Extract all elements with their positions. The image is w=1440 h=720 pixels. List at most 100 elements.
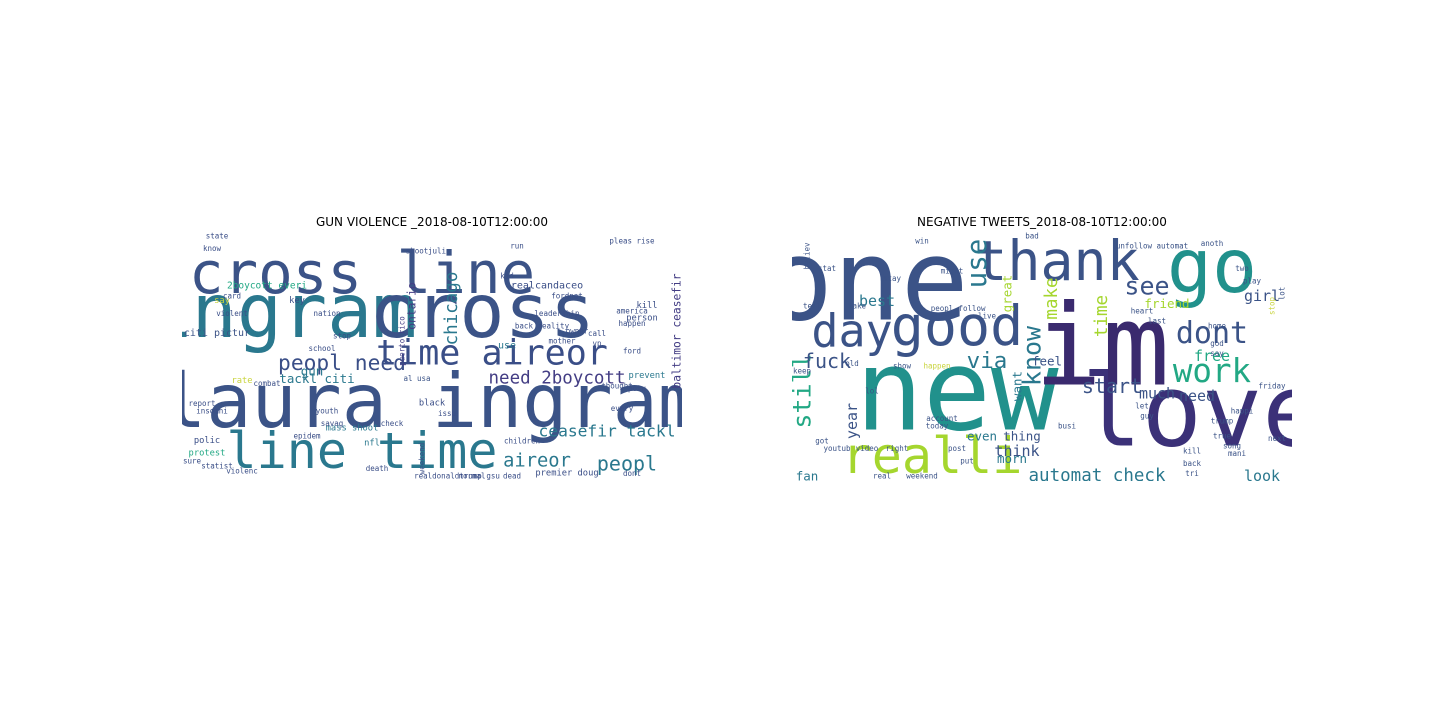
cloud-word: bad xyxy=(1025,232,1039,241)
cloud-word: old xyxy=(845,359,859,368)
wordcloud-negative-tweets: onenewloveimgothankgoodday realli workdont… xyxy=(792,231,1292,481)
cloud-word: time aireor xyxy=(376,334,608,374)
cloud-word: happen xyxy=(923,362,950,371)
cloud-word: pleas rise xyxy=(609,237,655,246)
cloud-word: day xyxy=(811,305,892,358)
cloud-word: realcandaceo xyxy=(511,281,583,292)
cloud-word: need xyxy=(1179,387,1215,405)
cloud-word: nfl xyxy=(364,439,380,449)
cloud-word: last xyxy=(1148,317,1166,326)
cloud-word: look xyxy=(1244,467,1280,481)
cloud-word: lol xyxy=(865,387,879,396)
cloud-word: premier doug xyxy=(535,469,598,479)
cloud-word: say xyxy=(214,296,230,306)
cloud-word: think xyxy=(994,442,1039,460)
cloud-word: put xyxy=(960,457,974,466)
cloud-word: key xyxy=(289,296,305,306)
cloud-word: epidem xyxy=(293,432,321,441)
cloud-word: ford xyxy=(623,347,641,356)
cloud-word: take xyxy=(848,302,867,311)
cloud-word: kill xyxy=(636,301,657,311)
cloud-word: much xyxy=(1139,385,1175,403)
cloud-word: guy xyxy=(1140,412,1154,421)
cloud-word: show xyxy=(893,362,912,371)
cloud-word: one xyxy=(792,231,969,347)
panel-title-negative-tweets: NEGATIVE TWEETS_2018-08-10T12:00:00 xyxy=(917,215,1167,229)
cloud-word: right xyxy=(886,444,909,453)
cloud-word: live xyxy=(978,312,997,321)
cloud-word: trump xyxy=(1211,417,1234,426)
cloud-word: prevent xyxy=(629,371,666,381)
cloud-word: true xyxy=(1213,432,1232,441)
cloud-word: year xyxy=(843,403,861,439)
cloud-word: happen xyxy=(618,319,645,328)
cloud-word: call xyxy=(588,329,606,338)
cloud-word: busi xyxy=(1058,422,1076,431)
cloud-word: line time xyxy=(227,422,498,480)
cloud-word: vp xyxy=(592,339,602,348)
cloud-word: play xyxy=(1243,277,1262,286)
cloud-word: ontario xyxy=(406,282,419,330)
cloud-word: statist xyxy=(201,462,233,471)
cloud-word: children xyxy=(504,437,540,446)
cloud-word: peopl xyxy=(597,452,657,476)
cloud-word: real xyxy=(873,472,891,481)
cloud-word: youtub xyxy=(823,444,851,453)
cloud-word: potu xyxy=(628,384,646,393)
cloud-word: tackl citi xyxy=(279,371,354,386)
cloud-word: tri xyxy=(1185,469,1199,478)
cloud-word: post xyxy=(948,444,966,453)
cloud-word: peopl need xyxy=(278,351,406,376)
cloud-word: kid xyxy=(500,272,514,281)
cloud-word: account xyxy=(926,414,958,423)
cloud-word: good xyxy=(891,294,1023,358)
cloud-word: normal xyxy=(458,472,485,481)
cloud-word: baltimor ceasefir xyxy=(671,273,683,388)
cloud-word: weekend xyxy=(906,472,938,481)
cloud-word: im xyxy=(1034,281,1169,412)
cloud-word: win xyxy=(915,237,929,246)
cloud-word: song xyxy=(1223,442,1241,451)
cloud-word: see xyxy=(1124,272,1169,301)
cloud-word: person xyxy=(626,314,658,324)
cloud-word: realdonaldtrump gsu xyxy=(414,472,500,481)
cloud-word: might xyxy=(941,267,964,276)
cloud-word: aireor xyxy=(503,451,571,472)
cloud-word: make xyxy=(1042,277,1062,319)
cloud-word: juli xyxy=(428,247,446,256)
cloud-word: happi xyxy=(1231,407,1254,416)
cloud-word: combat xyxy=(253,379,280,388)
cloud-word: thing xyxy=(1003,429,1041,444)
cloud-word: stay xyxy=(883,274,902,283)
cloud-word: every xyxy=(611,404,634,413)
cloud-word: puerto rico xyxy=(398,316,407,366)
cloud-word: know xyxy=(1018,325,1047,386)
cloud-word: insomni xyxy=(196,407,228,416)
cloud-word: mass shoot xyxy=(326,424,379,434)
cloud-word: free xyxy=(1194,347,1230,365)
cloud-word: dont xyxy=(1176,316,1248,351)
cloud-word: issu xyxy=(438,409,456,418)
cloud-word: citi pictur xyxy=(184,328,250,339)
cloud-word: thought xyxy=(601,382,633,391)
cloud-word: peopl xyxy=(931,304,954,313)
cloud-word: fordnat xyxy=(551,292,583,301)
cloud-word: laura ingram xyxy=(182,357,682,445)
cloud-word: start xyxy=(1082,374,1142,398)
cloud-word: need 2boycott xyxy=(489,369,626,389)
cloud-word: report xyxy=(188,399,215,408)
cloud-word: feel xyxy=(1032,354,1062,369)
cloud-word: polic xyxy=(194,436,220,446)
cloud-word: fan xyxy=(796,469,819,482)
cloud-word: use xyxy=(498,341,516,352)
cloud-word: say xyxy=(1210,349,1224,358)
cloud-word: anoth xyxy=(1201,239,1224,248)
cloud-word: go xyxy=(1167,231,1257,310)
cloud-word: realli xyxy=(842,427,1023,481)
cloud-word: love xyxy=(1082,353,1292,470)
wordcloud-panel-negative-tweets: NEGATIVE TWEETS_2018-08-10T12:00:00 one n… xyxy=(792,213,1292,483)
cloud-word: use xyxy=(961,239,993,289)
cloud-word: morn xyxy=(997,451,1027,466)
